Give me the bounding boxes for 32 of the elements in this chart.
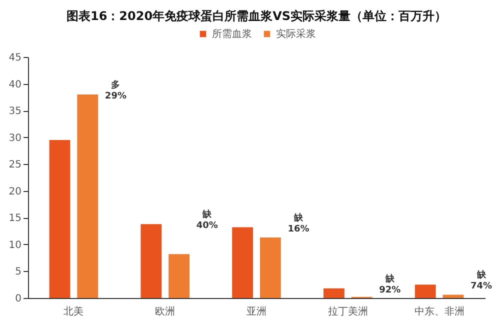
bar [140, 224, 162, 298]
annotation: 缺 74% [470, 270, 492, 292]
x-tick-label: 中东、非洲 [414, 306, 464, 318]
bar [442, 294, 464, 298]
y-tick-label: 15 [8, 213, 22, 224]
y-tick-label: 20 [8, 186, 22, 198]
y-tick-label: 30 [8, 132, 22, 144]
y-tick-label: 25 [8, 160, 22, 171]
x-tick-label: 欧洲 [155, 306, 176, 318]
bar [324, 288, 344, 298]
bar [232, 227, 254, 298]
x-tick-label: 拉丁美洲 [328, 306, 368, 318]
annotation: 缺 92% [379, 273, 401, 296]
bar [77, 94, 98, 298]
chart-title: 图表16：2020年免疫球蛋白所需血浆VS实际采浆量（单位：百万升） [66, 9, 447, 23]
y-tick-label: 10 [8, 240, 22, 251]
y-tick-label: 5 [15, 266, 22, 278]
y-tick-label: 45 [8, 52, 22, 64]
y-tick-label: 0 [15, 294, 22, 304]
legend-label: 实际采浆 [276, 28, 316, 40]
bar [414, 284, 436, 298]
annotation: 缺 40% [196, 209, 218, 232]
legend-label: 所需血浆 [212, 28, 252, 40]
bar [260, 237, 281, 298]
x-tick-label: 亚洲 [246, 306, 266, 318]
annotation: 缺 16% [288, 212, 310, 234]
bar [49, 140, 70, 298]
y-tick-label: 35 [8, 106, 22, 118]
annotation: 多 29% [104, 79, 126, 102]
bar [168, 254, 190, 298]
y-tick-label: 40 [8, 79, 22, 90]
x-tick-label: 北美 [64, 306, 84, 318]
